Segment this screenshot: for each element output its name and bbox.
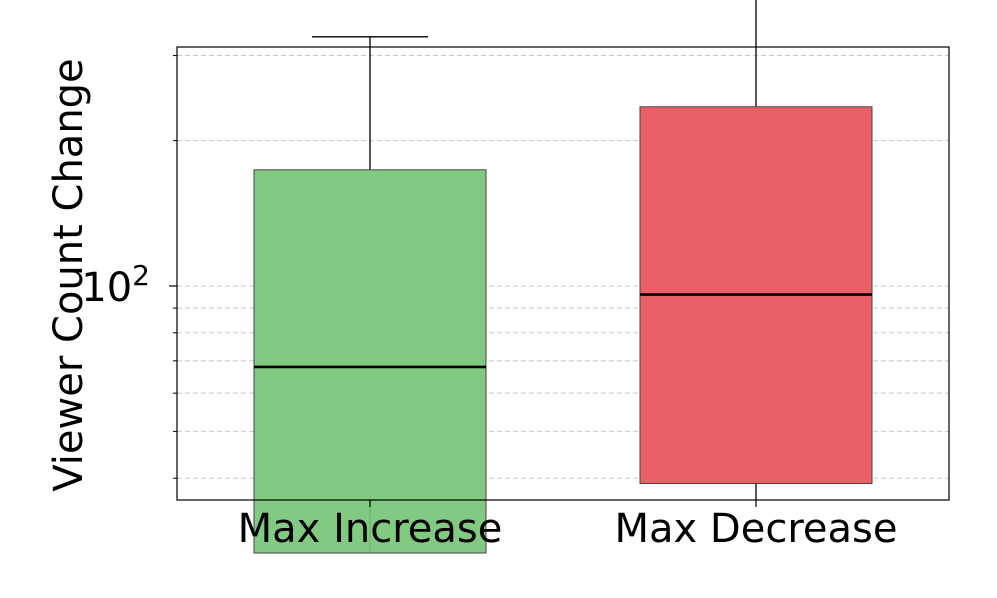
- y-tick-label-100: 102: [81, 259, 150, 311]
- y-axis-label: Viewer Count Change: [46, 58, 92, 491]
- x-tick-label-max-decrease: Max Decrease: [615, 506, 898, 552]
- box-series: [253, 0, 873, 554]
- y-axis-ticks: [169, 55, 757, 507]
- iqr-box: [253, 169, 487, 554]
- x-tick-label-max-increase: Max Increase: [238, 506, 503, 552]
- y-tick-label-base: 10: [81, 265, 132, 311]
- plot-area-frame: [176, 46, 950, 501]
- box-max-decrease: [639, 0, 873, 500]
- y-tick-label-exponent: 2: [132, 259, 150, 292]
- box-max-increase: [253, 36, 487, 554]
